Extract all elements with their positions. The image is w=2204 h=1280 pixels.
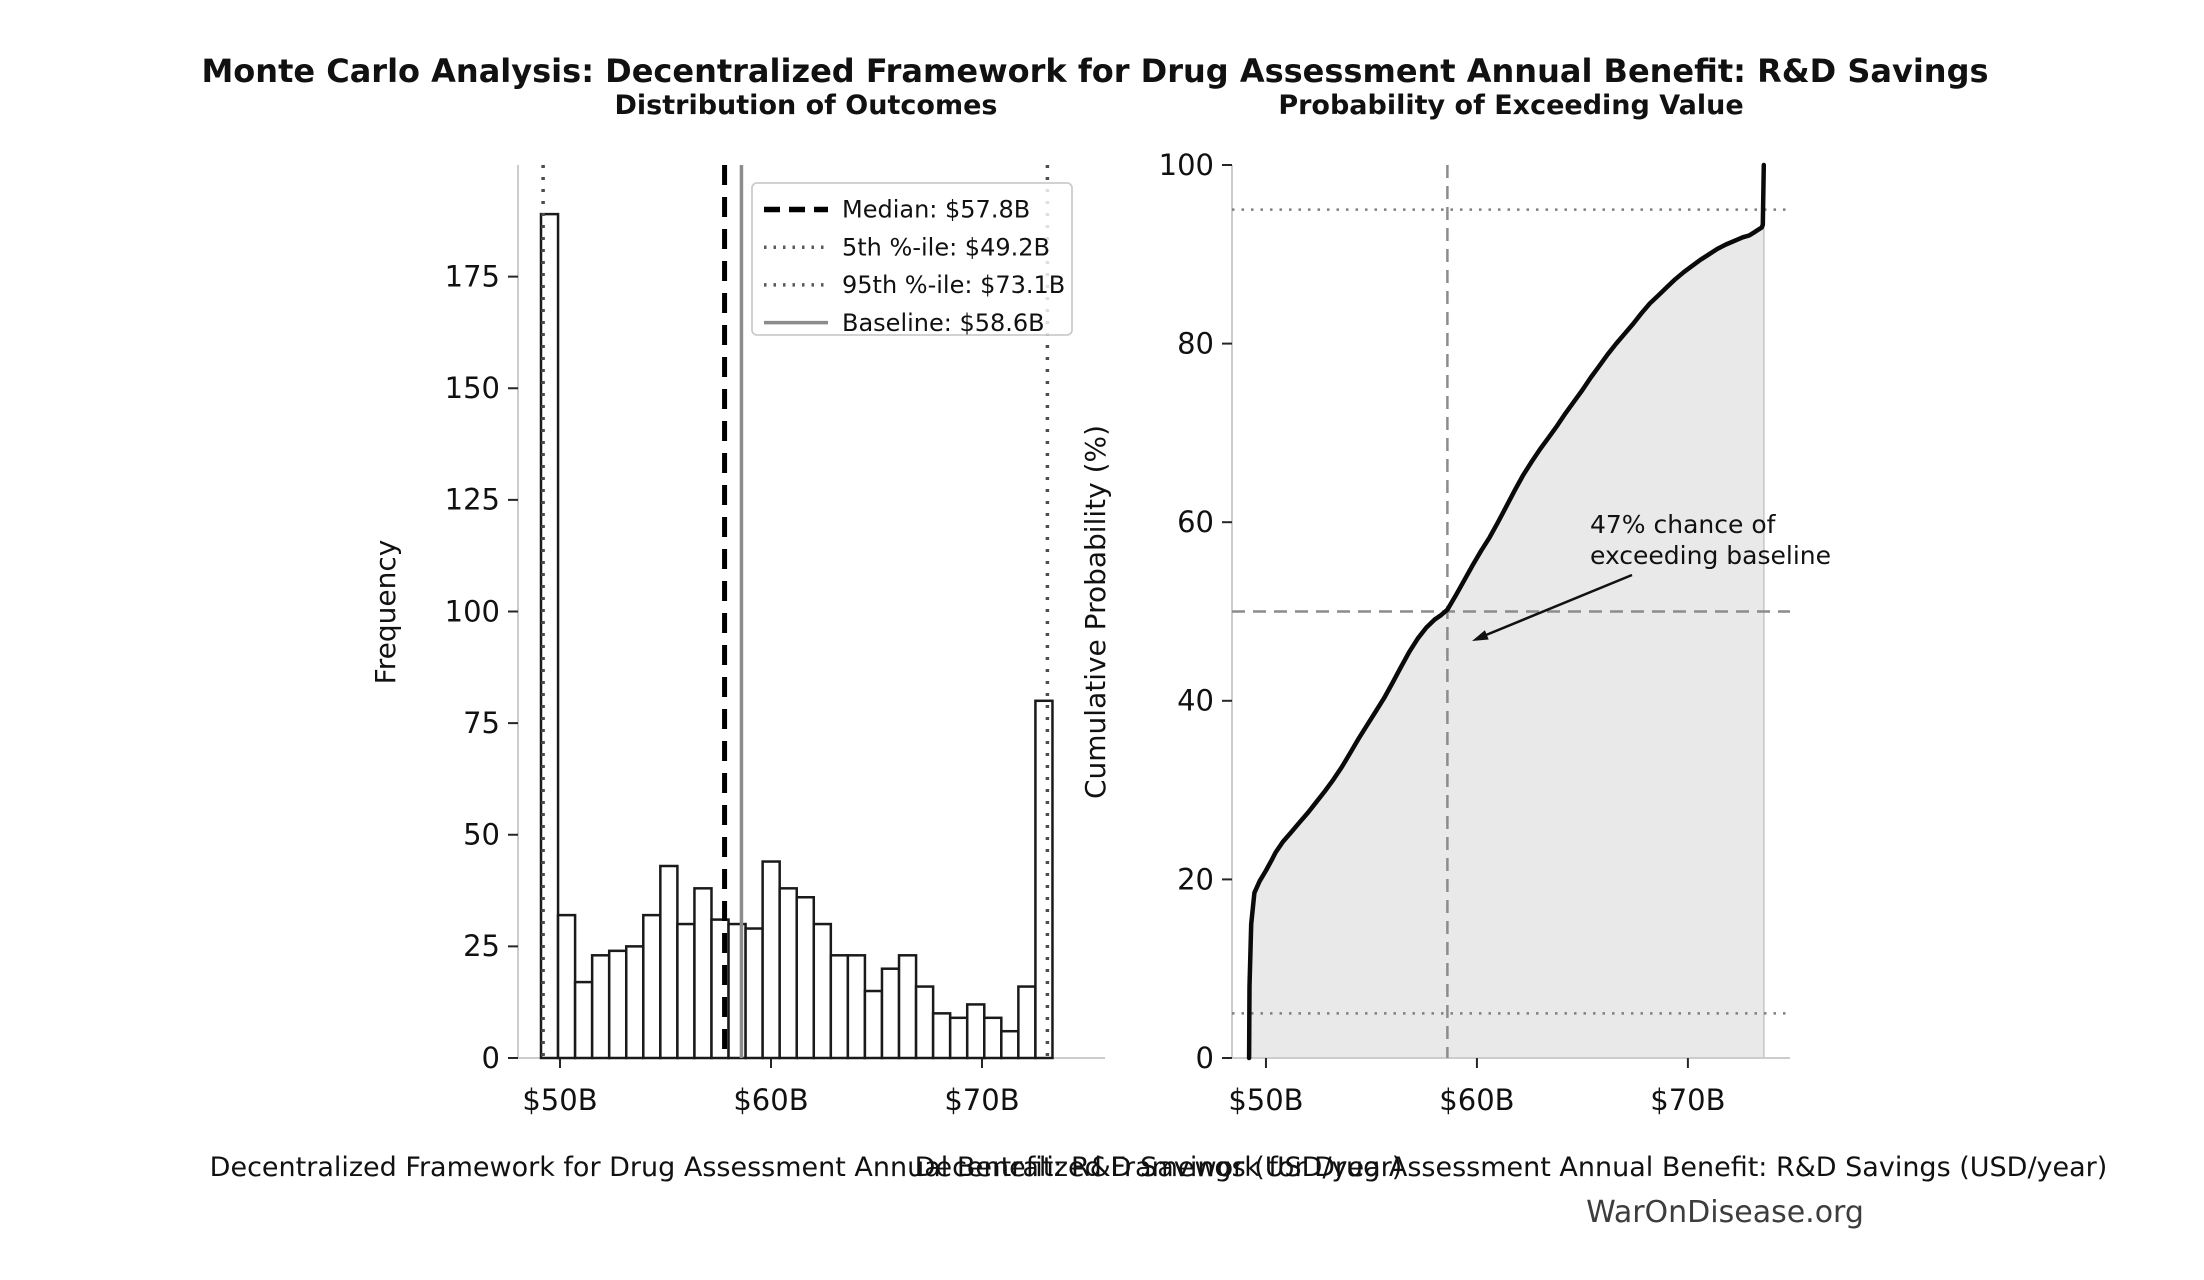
annotation-line1: 47% chance of: [1590, 510, 1777, 539]
annotation-arrowhead: [1472, 630, 1489, 641]
histogram-bar: [795, 896, 816, 1060]
histogram-bar: [573, 980, 594, 1060]
histogram-bar: [1000, 1029, 1020, 1060]
histogram-bar: [642, 913, 662, 1060]
annotation-line2: exceeding baseline: [1590, 541, 1831, 570]
figure-title: Monte Carlo Analysis: Decentralized Fram…: [201, 52, 1988, 90]
annotation-arrow-line: [1485, 573, 1633, 637]
legend-frame: [751, 182, 1073, 336]
histogram-ylabel: Frequency: [369, 540, 402, 685]
x-tick-label: $70B: [944, 1083, 1019, 1117]
y-tick-label: 40: [1177, 684, 1214, 718]
y-tick-label: 100: [1159, 148, 1214, 182]
histogram-bar: [744, 927, 764, 1060]
histogram-bar: [659, 864, 679, 1060]
cdf-axes: 0 20 40 60 80 100 $50B $60B $70B: [1159, 148, 1790, 1117]
cdf-ylabel: Cumulative Probability (%): [1079, 425, 1112, 799]
histogram-bar: [948, 1016, 969, 1060]
histogram-bar: [863, 989, 884, 1060]
histogram-bar: [778, 887, 798, 1060]
y-tick-label: 75: [463, 706, 500, 740]
y-tick-label: 150: [445, 371, 500, 405]
cdf-xlabel: Decentralized Framework for Drug Assessm…: [915, 1152, 2108, 1183]
histogram-bar: [539, 212, 560, 1060]
histogram-bar: [761, 860, 781, 1060]
histogram-xlabel: Decentralized Framework for Drug Assessm…: [210, 1152, 1403, 1183]
x-tick-label: $50B: [1228, 1083, 1303, 1117]
histogram-bar: [897, 954, 918, 1060]
histogram-bar: [846, 954, 867, 1060]
histogram-bar: [812, 922, 833, 1060]
cdf-title: Probability of Exceeding Value: [1278, 90, 1743, 121]
legend-label: 95th %-ile: $73.1B: [842, 271, 1065, 299]
histogram-bar: [676, 922, 696, 1060]
y-tick-label: 0: [1196, 1041, 1214, 1075]
x-tick-label: $50B: [522, 1083, 597, 1117]
y-tick-label: 175: [445, 259, 500, 293]
histogram-bar: [983, 1016, 1003, 1060]
histogram-axes: 0 25 50 75 100 125 150 175 $50B $60B $70B: [445, 165, 1105, 1117]
histogram-bar: [607, 949, 628, 1060]
x-tick-label: $60B: [733, 1083, 808, 1117]
x-tick-label: $70B: [1650, 1083, 1725, 1117]
histogram-bar: [1034, 699, 1054, 1060]
histogram-bar: [829, 954, 850, 1060]
legend-label: 5th %-ile: $49.2B: [842, 233, 1050, 261]
histogram-bar: [624, 945, 645, 1060]
y-tick-label: 80: [1177, 326, 1214, 360]
histogram-title: Distribution of Outcomes: [615, 90, 998, 121]
y-tick-label: 100: [445, 594, 500, 628]
cdf-annotation: 47% chance of exceeding baseline: [1472, 510, 1831, 641]
y-tick-label: 20: [1177, 862, 1214, 896]
cdf-curve: [1246, 162, 1767, 1061]
histogram-bar: [880, 967, 901, 1060]
y-tick-label: 60: [1177, 505, 1214, 539]
legend-box: Median: $57.8B 5th %-ile: $49.2B 95th %-il…: [751, 182, 1073, 337]
legend-label: Baseline: $58.6B: [842, 309, 1045, 337]
histogram-bar: [556, 913, 577, 1060]
y-tick-label: 125: [445, 483, 500, 517]
x-tick-label: $60B: [1439, 1083, 1514, 1117]
y-tick-label: 50: [463, 818, 500, 852]
legend-label: Median: $57.8B: [842, 196, 1030, 224]
histogram-bar: [914, 985, 935, 1060]
watermark: WarOnDisease.org: [1586, 1195, 1864, 1230]
histogram-bar: [1017, 985, 1037, 1060]
y-tick-label: 25: [463, 929, 500, 963]
histogram-bars: [539, 212, 1054, 1060]
histogram-bar: [693, 887, 713, 1060]
histogram-bar: [590, 954, 611, 1060]
y-tick-label: 0: [482, 1041, 500, 1075]
histogram-bar: [931, 1012, 952, 1060]
histogram-bar: [965, 1003, 986, 1060]
